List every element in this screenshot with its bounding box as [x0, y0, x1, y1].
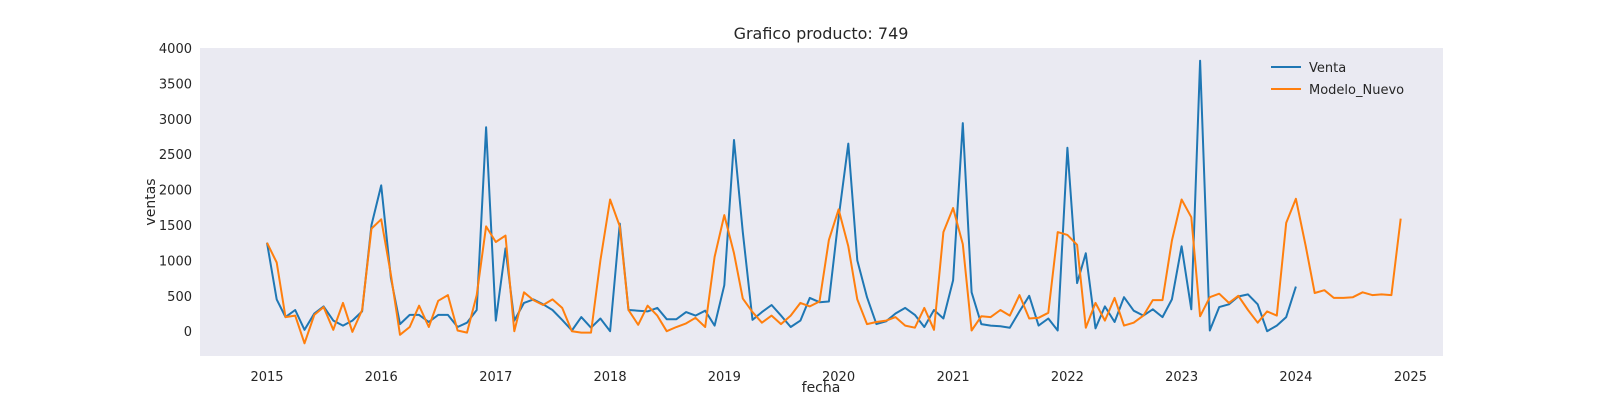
legend-label: Modelo_Nuevo — [1309, 83, 1404, 98]
x-tick-label: 2018 — [594, 370, 627, 385]
y-tick-label: 3500 — [159, 77, 192, 92]
x-axis-label: fecha — [802, 380, 841, 396]
y-tick-label: 1500 — [159, 219, 192, 234]
y-axis-label: ventas — [143, 178, 159, 225]
chart-title: Grafico producto: 749 — [734, 24, 909, 43]
x-tick-label: 2025 — [1394, 370, 1427, 385]
y-tick-label: 500 — [167, 290, 192, 305]
legend-label: Venta — [1309, 61, 1346, 76]
x-tick-label: 2015 — [250, 370, 283, 385]
x-tick-label: 2023 — [1165, 370, 1198, 385]
y-tick-label: 0 — [184, 325, 192, 340]
x-tick-label: 2020 — [822, 370, 855, 385]
y-tick-label: 2000 — [159, 184, 192, 199]
x-tick-label: 2019 — [708, 370, 741, 385]
legend: Venta Modelo_Nuevo — [1271, 61, 1404, 98]
y-tick-label: 3000 — [159, 113, 192, 128]
plot-area — [200, 48, 1443, 356]
x-axis-ticks: 2015 2016 2017 2018 2019 2020 2021 2022 2023 2024… — [250, 370, 1427, 385]
x-tick-label: 2021 — [937, 370, 970, 385]
x-tick-label: 2022 — [1051, 370, 1084, 385]
x-tick-label: 2017 — [479, 370, 512, 385]
series-line-venta — [266, 59, 1297, 333]
series-lines — [266, 59, 1402, 345]
y-tick-label: 1000 — [159, 254, 192, 269]
x-tick-label: 2016 — [365, 370, 398, 385]
y-tick-label: 4000 — [159, 42, 192, 57]
x-tick-label: 2024 — [1279, 370, 1312, 385]
series-line-modelo-nuevo — [266, 197, 1402, 345]
y-tick-label: 2500 — [159, 148, 192, 163]
y-axis-ticks: 0 500 1000 1500 2000 2500 3000 3500 4000 — [159, 42, 192, 340]
